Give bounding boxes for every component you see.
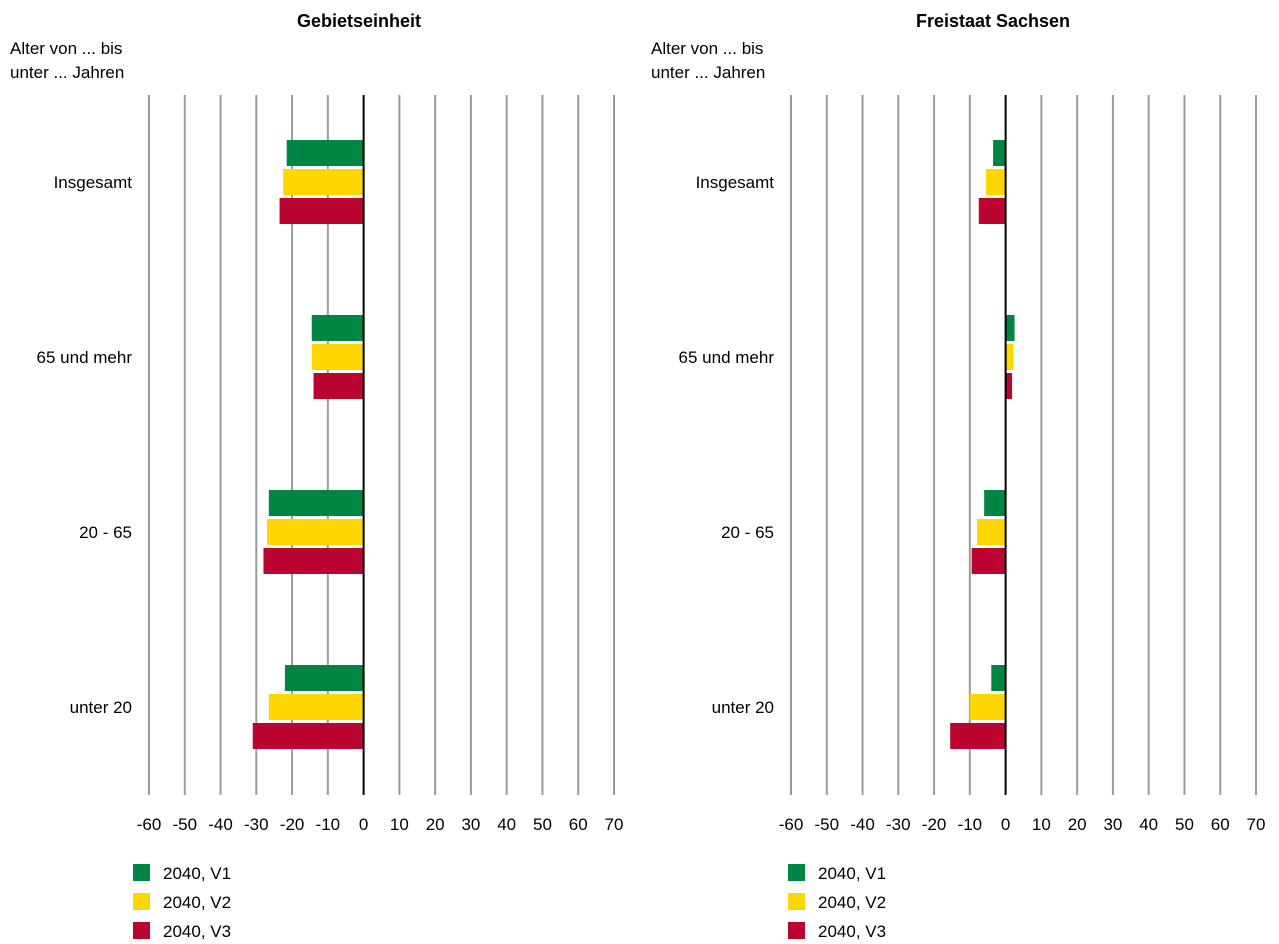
panel-1-ylabel-line2: unter ... Jahren: [10, 63, 124, 82]
panel-1-tick-label: 50: [533, 815, 552, 834]
panel-1-bar-65-und-mehr-series-3: [313, 373, 364, 399]
panel-2-tick-label: 60: [1211, 815, 1230, 834]
panel-2-ylabel-line2: unter ... Jahren: [651, 63, 765, 82]
panel-1-legend-swatch-3: [133, 922, 150, 939]
panel-1-bar-65-und-mehr-series-2: [311, 344, 364, 370]
panel-1-legend-label-3: 2040, V3: [163, 922, 231, 941]
panel-1-tick-label: 60: [569, 815, 588, 834]
panel-1-bar-unter-20-series-1: [284, 665, 364, 691]
panel-1-legend-label-1: 2040, V1: [163, 864, 231, 883]
panel-2-legend-label-2: 2040, V2: [818, 893, 886, 912]
panel-1-tick-label: -60: [137, 815, 162, 834]
panel-1-tick-label: 30: [461, 815, 480, 834]
panel-2-ylabel-line1: Alter von ... bis: [651, 39, 763, 58]
panel-1-legend-swatch-2: [133, 893, 150, 910]
panel-1-bar-insgesamt-series-2: [283, 169, 364, 195]
panel-1-tick-label: 10: [390, 815, 409, 834]
panel-2-category-label: unter 20: [712, 698, 774, 717]
panel-1-tick-label: 40: [497, 815, 516, 834]
panel-2-tick-label: 20: [1068, 815, 1087, 834]
panel-2-legend-swatch-2: [788, 893, 805, 910]
panel-2-title: Freistaat Sachsen: [916, 11, 1070, 31]
panel-2-bar-unter-20-series-2: [969, 694, 1006, 720]
panel-2-tick-label: -30: [886, 815, 911, 834]
panel-1-tick-label: -30: [244, 815, 269, 834]
panel-1-bar-insgesamt-series-3: [279, 198, 364, 224]
panel-2-tick-label: 40: [1139, 815, 1158, 834]
panel-1-category-label: Insgesamt: [54, 173, 133, 192]
panel-2-bar-65-und-mehr-series-1: [1005, 315, 1015, 341]
panel-1-tick-label: -50: [172, 815, 197, 834]
panel-2-legend-swatch-1: [788, 864, 805, 881]
panel-2-bar-20-65-series-1: [984, 490, 1006, 516]
panel-2-bar-65-und-mehr-series-3: [1005, 373, 1013, 399]
panel-1-category-label: 65 und mehr: [37, 348, 133, 367]
panel-1-title: Gebietseinheit: [297, 11, 421, 31]
panel-2-bar-insgesamt-series-3: [978, 198, 1006, 224]
panel-2-tick-label: 10: [1032, 815, 1051, 834]
panel-1-bar-20-65-series-2: [267, 519, 364, 545]
panel-2-tick-label: -40: [850, 815, 875, 834]
panel-2-tick-label: 30: [1103, 815, 1122, 834]
panel-2-tick-label: 70: [1247, 815, 1266, 834]
panel-2-tick-label: -10: [958, 815, 983, 834]
panel-1-bar-20-65-series-3: [263, 548, 364, 574]
panel-2-category-label: 65 und mehr: [679, 348, 775, 367]
panel-1-category-label: unter 20: [70, 698, 132, 717]
panel-1-bar-unter-20-series-2: [268, 694, 364, 720]
panel-1-legend-label-2: 2040, V2: [163, 893, 231, 912]
panel-2-tick-label: -60: [779, 815, 804, 834]
panel-2-legend-label-3: 2040, V3: [818, 922, 886, 941]
panel-1-bar-insgesamt-series-1: [286, 140, 364, 166]
panel-2-tick-label: -20: [922, 815, 947, 834]
panel-2-bar-20-65-series-3: [971, 548, 1006, 574]
panel-2-category-label: 20 - 65: [721, 523, 774, 542]
panel-1-tick-label: 70: [605, 815, 624, 834]
panel-2-bar-unter-20-series-3: [950, 723, 1006, 749]
panel-1-tick-label: 0: [359, 815, 368, 834]
panel-2-legend-swatch-3: [788, 922, 805, 939]
panel-2-legend-label-1: 2040, V1: [818, 864, 886, 883]
panel-1-bar-unter-20-series-3: [252, 723, 364, 749]
panel-2-tick-label: 0: [1001, 815, 1010, 834]
panel-2-bar-insgesamt-series-2: [985, 169, 1006, 195]
panel-1-legend-swatch-1: [133, 864, 150, 881]
panel-1-bar-20-65-series-1: [268, 490, 364, 516]
panel-2-tick-label: 50: [1175, 815, 1194, 834]
panel-1-tick-label: -20: [280, 815, 305, 834]
panel-2-bar-insgesamt-series-1: [993, 140, 1006, 166]
panel-1-category-label: 20 - 65: [79, 523, 132, 542]
panel-2-bar-20-65-series-2: [977, 519, 1006, 545]
panel-2-category-label: Insgesamt: [696, 173, 775, 192]
panel-2-bar-unter-20-series-1: [991, 665, 1006, 691]
panel-2-bar-65-und-mehr-series-2: [1005, 344, 1014, 370]
panel-1-tick-label: 20: [426, 815, 445, 834]
panel-2-tick-label: -50: [814, 815, 839, 834]
panel-1-bar-65-und-mehr-series-1: [311, 315, 364, 341]
panel-1-tick-label: -40: [208, 815, 233, 834]
panel-1-tick-label: -10: [316, 815, 341, 834]
panel-1-ylabel-line1: Alter von ... bis: [10, 39, 122, 58]
